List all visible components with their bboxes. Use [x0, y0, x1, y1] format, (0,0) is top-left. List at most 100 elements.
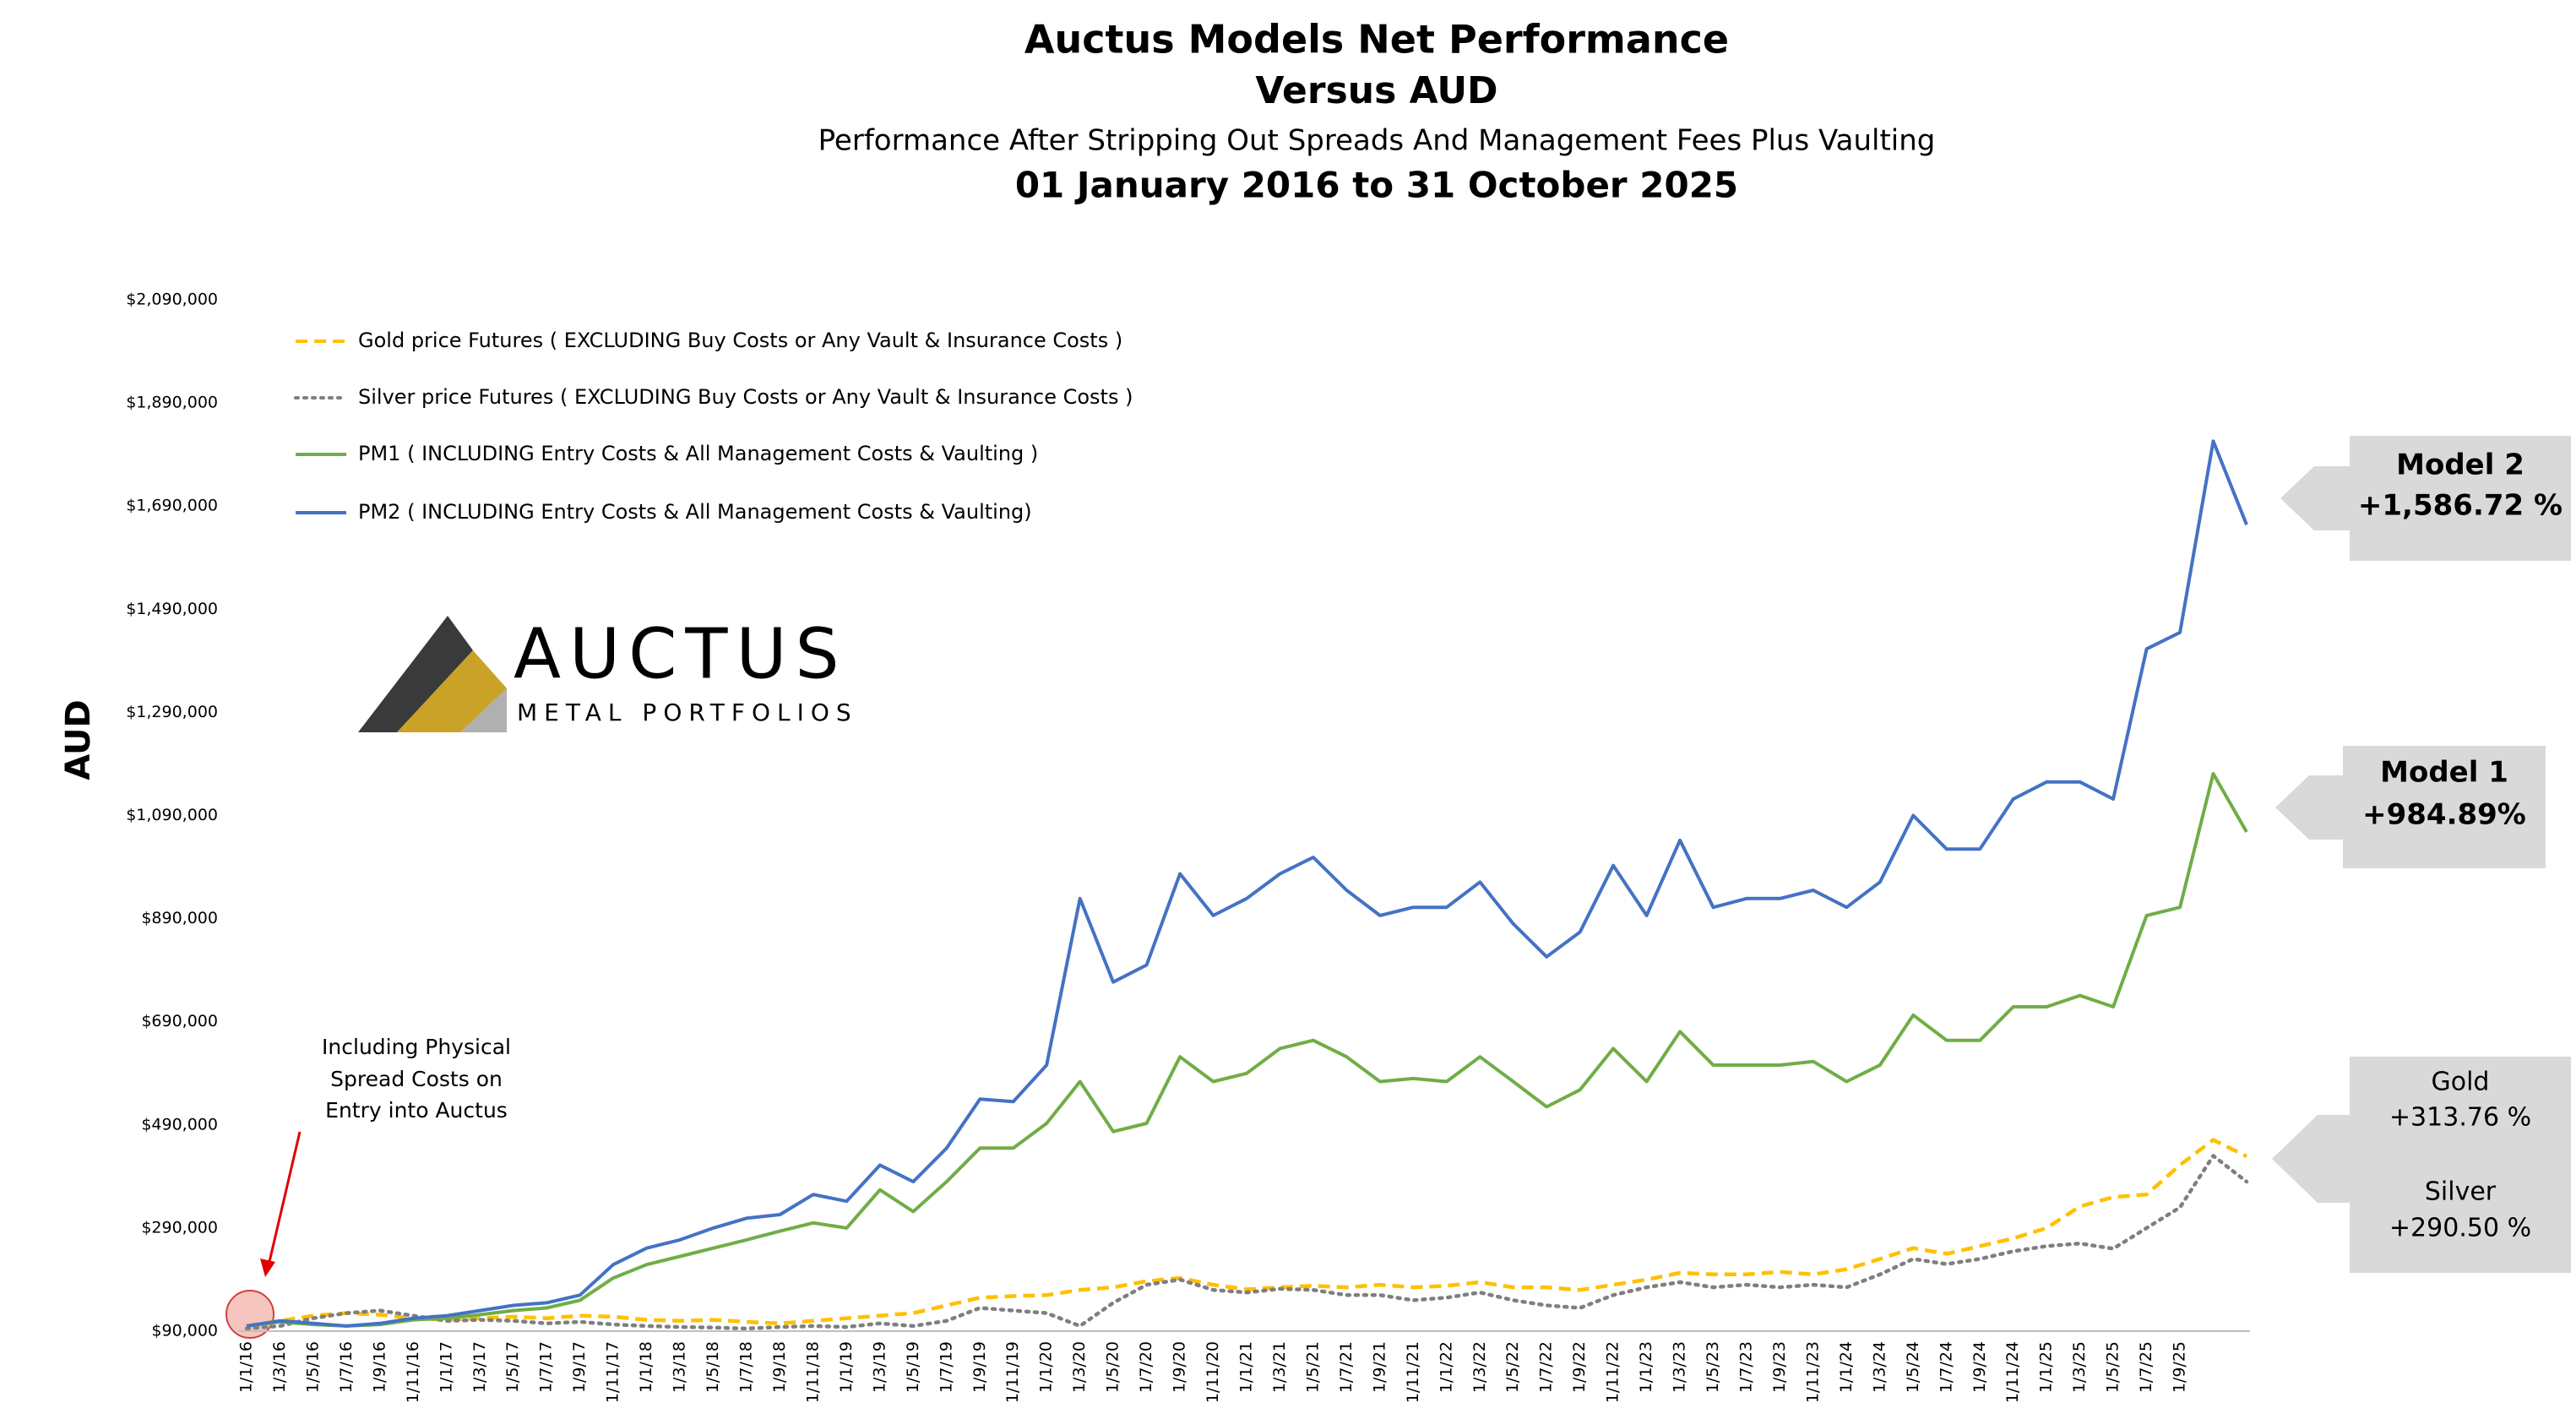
x-tick-label: 1/7/22: [1537, 1341, 1556, 1393]
entry-highlight: [226, 1290, 274, 1339]
date-range: 01 January 2016 to 31 October 2025: [1015, 165, 1738, 206]
y-tick-label: $890,000: [141, 909, 218, 927]
x-tick-label: 1/11/17: [604, 1341, 622, 1403]
x-tick-label: 1/9/18: [770, 1341, 789, 1393]
annotation-box: Model 1 +984.89%: [2275, 746, 2546, 868]
x-tick-label: 1/9/24: [1970, 1341, 1989, 1393]
x-tick-label: 1/3/23: [1671, 1341, 1689, 1393]
annotation-title: Model 1: [2380, 756, 2508, 790]
x-tick-label: 1/7/16: [337, 1341, 356, 1393]
chart-subtitle: Performance After Stripping Out Spreads …: [818, 124, 1936, 158]
x-tick-label: 1/5/22: [1503, 1341, 1522, 1393]
x-tick-label: 1/1/24: [1837, 1341, 1856, 1393]
x-tick-label: 1/11/22: [1604, 1341, 1622, 1403]
annotation-box: Gold +313.76 % Silver +290.50 %: [2272, 1057, 2571, 1273]
y-axis-label: AUD: [59, 699, 98, 780]
annotation-box: Model 2 +1,586.72 %: [2280, 436, 2571, 561]
y-tick-label: $1,490,000: [126, 600, 218, 618]
x-tick-label: 1/1/16: [237, 1341, 256, 1393]
x-tick-label: 1/7/23: [1737, 1341, 1756, 1393]
x-tick-label: 1/5/21: [1303, 1341, 1322, 1393]
annotation-title: Gold: [2432, 1068, 2490, 1097]
annotation-text: +984.89%: [2362, 798, 2526, 832]
x-tick-label: 1/1/17: [437, 1341, 455, 1393]
x-tick-label: 1/5/25: [2104, 1341, 2122, 1393]
x-tick-label: 1/5/16: [303, 1341, 322, 1393]
x-tick-label: 1/7/24: [1937, 1341, 1955, 1393]
logo-shape: [397, 650, 507, 732]
annotation-title: Model 2: [2396, 449, 2524, 482]
x-tick-label: 1/1/22: [1437, 1341, 1455, 1393]
x-tick-label: 1/11/24: [2003, 1341, 2022, 1403]
x-tick-label: 1/7/20: [1137, 1341, 1155, 1393]
y-tick-label: $1,890,000: [126, 394, 218, 412]
annotation-text: +290.50 %: [2389, 1214, 2531, 1243]
annotation-arrow: [2280, 466, 2350, 530]
y-tick-label: $490,000: [141, 1115, 218, 1134]
chart-subtitle: Versus AUD: [1255, 69, 1497, 112]
x-tick-label: 1/3/18: [671, 1341, 689, 1393]
x-tick-label: 1/1/18: [637, 1341, 655, 1393]
x-tick-label: 1/11/18: [803, 1341, 822, 1403]
x-tick-label: 1/9/19: [970, 1341, 989, 1393]
annotation-text: +1,586.72 %: [2358, 489, 2562, 523]
series-line: [246, 1138, 2247, 1329]
x-tick-label: 1/7/17: [537, 1341, 556, 1393]
x-tick-label: 1/3/21: [1270, 1341, 1289, 1393]
x-tick-label: 1/9/22: [1570, 1341, 1589, 1393]
legend-label: Silver price Futures ( EXCLUDING Buy Cos…: [358, 385, 1133, 409]
x-tick-label: 1/9/21: [1370, 1341, 1389, 1393]
legend-label: Gold price Futures ( EXCLUDING Buy Costs…: [358, 329, 1122, 352]
x-tick-label: 1/5/18: [704, 1341, 722, 1393]
x-tick-label: 1/7/19: [937, 1341, 955, 1393]
series-line: [244, 1154, 2249, 1331]
logo-shape: [358, 616, 473, 732]
legend-label: PM1 ( INCLUDING Entry Costs & All Manage…: [358, 442, 1038, 465]
annotation-box: [2350, 1057, 2571, 1273]
annotation-text: +313.76 %: [2389, 1103, 2531, 1133]
x-tick-label: 1/1/21: [1237, 1341, 1256, 1393]
note-arrowhead: [260, 1259, 275, 1277]
x-tick-label: 1/3/16: [270, 1341, 289, 1393]
x-tick-label: 1/5/19: [904, 1341, 922, 1393]
y-tick-label: $1,290,000: [126, 703, 218, 721]
annotation-box: [2343, 746, 2546, 868]
x-tick-label: 1/1/19: [837, 1341, 856, 1393]
x-tick-label: 1/3/20: [1070, 1341, 1089, 1393]
note-line: Spread Costs on: [330, 1067, 503, 1091]
x-tick-label: 1/3/24: [1870, 1341, 1889, 1393]
x-tick-label: 1/11/20: [1204, 1341, 1222, 1403]
y-tick-label: $1,690,000: [126, 497, 218, 515]
x-tick-label: 1/3/19: [870, 1341, 889, 1393]
x-tick-label: 1/9/25: [2171, 1341, 2189, 1393]
x-tick-label: 1/3/17: [470, 1341, 489, 1393]
x-tick-label: 1/3/25: [2070, 1341, 2089, 1393]
x-tick-label: 1/11/23: [1803, 1341, 1822, 1403]
entry-note: Including Physical Spread Costs on Entry…: [226, 1035, 511, 1339]
x-tick-label: 1/7/18: [737, 1341, 756, 1393]
x-tick-label: 1/9/23: [1770, 1341, 1789, 1393]
y-tick-label: $2,090,000: [126, 291, 218, 309]
annotation-box: [2350, 436, 2571, 561]
y-tick-label: $90,000: [151, 1322, 218, 1340]
x-tick-label: 1/5/24: [1904, 1341, 1922, 1393]
x-tick-label: 1/9/16: [370, 1341, 389, 1393]
x-tick-label: 1/7/25: [2137, 1341, 2155, 1393]
note-line: Entry into Auctus: [325, 1098, 508, 1123]
logo-tagline: METAL PORTFOLIOS: [517, 699, 858, 726]
legend: Gold price Futures ( EXCLUDING Buy Costs…: [294, 329, 1133, 524]
annotation-arrow: [2272, 1115, 2350, 1203]
y-tick-label: $690,000: [141, 1012, 218, 1030]
logo-shape: [460, 688, 507, 732]
legend-label: PM2 ( INCLUDING Entry Costs & All Manage…: [358, 500, 1032, 524]
note-line: Including Physical: [322, 1035, 511, 1059]
x-tick-label: 1/7/21: [1337, 1341, 1356, 1393]
logo-name: AUCTUS: [514, 614, 848, 694]
y-tick-label: $1,090,000: [126, 806, 218, 824]
annotation-arrow: [2275, 775, 2343, 840]
note-arrow: [267, 1131, 302, 1266]
x-tick-label: 1/3/22: [1470, 1341, 1489, 1393]
x-tick-label: 1/5/20: [1104, 1341, 1122, 1393]
